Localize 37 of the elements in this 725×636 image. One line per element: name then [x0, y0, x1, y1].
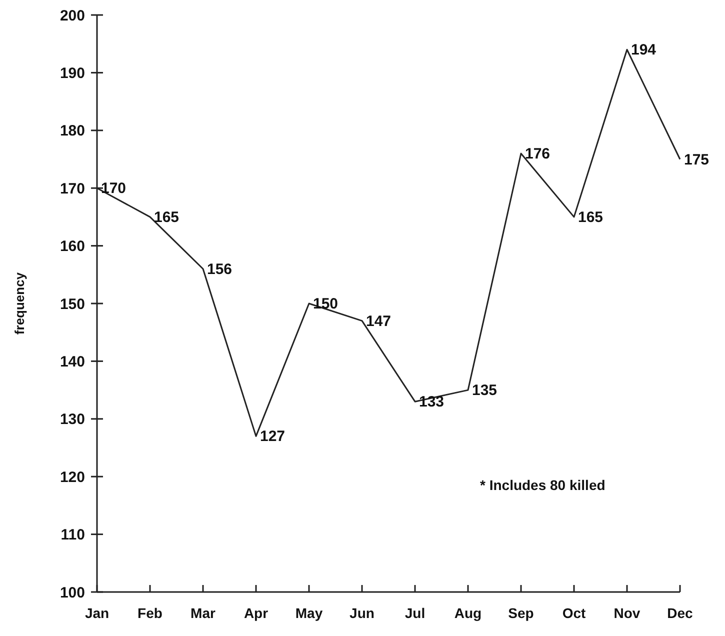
data-label: 165 — [154, 208, 180, 226]
data-label: 150 — [313, 296, 338, 312]
y-tick-label: 120 — [60, 468, 85, 486]
data-label: 133 — [419, 394, 444, 411]
x-tick-label: Mar — [190, 605, 216, 621]
x-tick-label: Jan — [84, 605, 110, 621]
data-label: 176 — [525, 145, 550, 162]
y-tick-label: 170 — [60, 180, 85, 198]
data-label: 170 — [101, 180, 126, 198]
data-label: 135 — [472, 382, 498, 400]
data-label: 194 — [631, 42, 657, 59]
y-tick-label: 180 — [60, 122, 85, 140]
x-tick-label: Dec — [667, 605, 694, 621]
x-tick-label: Apr — [244, 605, 269, 621]
y-tick-label: 200 — [60, 7, 85, 24]
x-tick-label: Sep — [508, 605, 534, 621]
y-tick-label: 140 — [60, 353, 85, 370]
data-label: 147 — [366, 312, 392, 330]
data-label: 165 — [578, 208, 604, 226]
data-label: 156 — [207, 260, 232, 278]
x-tick-label: May — [295, 605, 323, 621]
y-tick-label: 100 — [60, 584, 85, 602]
y-tick-label: 130 — [60, 411, 85, 428]
y-tick-label: 150 — [60, 296, 85, 313]
annotation: * Includes 80 killed — [480, 477, 606, 493]
x-tick-label: Oct — [562, 605, 586, 621]
y-tick-label: 160 — [60, 238, 85, 256]
data-label: 175 — [684, 151, 710, 168]
y-axis-title: frequency — [12, 272, 27, 335]
y-tick-label: 190 — [60, 64, 85, 82]
x-tick-label: Feb — [138, 605, 162, 621]
x-tick-label: Nov — [614, 605, 640, 621]
data-label: 127 — [260, 428, 286, 446]
x-tick-label: Aug — [454, 605, 482, 621]
x-tick-label: Jun — [350, 605, 374, 621]
x-tick-label: Jul — [404, 605, 426, 621]
y-tick-label: 110 — [60, 526, 85, 544]
